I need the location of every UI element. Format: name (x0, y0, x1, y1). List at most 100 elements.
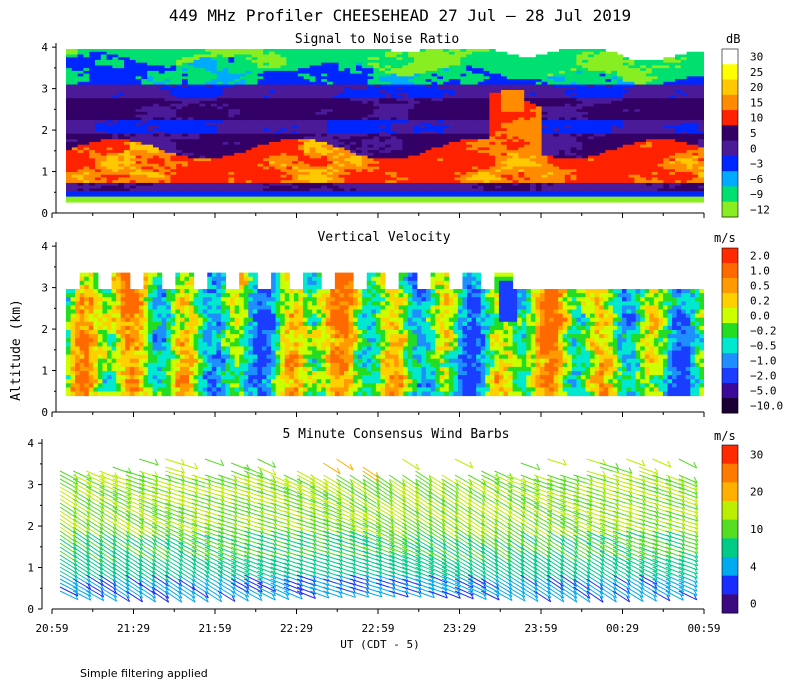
snr-cell (466, 103, 473, 107)
snr-cell (321, 70, 328, 75)
snr-cell (553, 120, 560, 124)
snr-cell (222, 152, 229, 157)
snr-cell (570, 59, 577, 64)
snr-cell (124, 141, 131, 146)
snr-cell (147, 54, 154, 58)
snr-cell (559, 191, 566, 195)
snr-cell (292, 128, 299, 132)
snr-cell (234, 139, 241, 143)
snr-cell (356, 180, 363, 184)
snr-cell (106, 76, 113, 80)
snr-cell (274, 62, 282, 66)
snr-cell (414, 117, 421, 121)
snr-cell (443, 92, 450, 96)
snr-cell (460, 122, 467, 127)
snr-cell (100, 147, 108, 151)
snr-cell (553, 87, 560, 91)
snr-cell (280, 70, 287, 75)
snr-cell (489, 51, 496, 55)
snr-cell (176, 68, 183, 72)
snr-cell (344, 161, 351, 165)
snr-cell (141, 70, 148, 75)
snr-cell (83, 103, 90, 107)
snr-cell (524, 70, 531, 75)
snr-cell (228, 174, 235, 178)
snr-cell (553, 106, 560, 110)
snr-cell (124, 144, 131, 148)
snr-cell (419, 191, 427, 195)
snr-cell (211, 161, 218, 165)
snr-cell (216, 147, 224, 151)
snr-cell (89, 125, 96, 129)
snr-cell (483, 133, 490, 137)
snr-cell (205, 177, 212, 181)
snr-cell (205, 87, 212, 91)
snr-cell (106, 136, 113, 140)
snr-cell (501, 106, 508, 110)
snr-cell (158, 70, 166, 75)
snr-cell (431, 180, 438, 184)
snr-cell (124, 125, 131, 129)
snr-cell (222, 95, 229, 99)
snr-cell (501, 114, 508, 118)
snr-cell (367, 161, 374, 165)
snr-cell (506, 133, 514, 137)
snr-cell (402, 199, 409, 203)
snr-cell (570, 152, 577, 157)
snr-cell (454, 70, 461, 75)
snr-cell (443, 139, 450, 143)
snr-cell (309, 174, 316, 178)
snr-cell (141, 92, 148, 96)
snr-cell (240, 103, 247, 107)
snr-cell (303, 163, 311, 168)
snr-cell (541, 182, 548, 187)
snr-cell (222, 62, 229, 66)
snr-cell (367, 70, 374, 75)
snr-cell (274, 158, 282, 162)
snr-cell (71, 172, 79, 176)
snr-cell (83, 106, 90, 110)
snr-cell (495, 155, 502, 159)
snr-cell (234, 106, 241, 110)
snr-cell (535, 79, 543, 83)
snr-cell (228, 122, 235, 127)
snr-cell (292, 109, 299, 113)
snr-cell (379, 122, 386, 127)
snr-cell (425, 76, 432, 80)
snr-cell (95, 193, 102, 198)
snr-cell (100, 196, 108, 200)
snr-cell (245, 128, 253, 132)
snr-cell (518, 103, 525, 107)
snr-cell (222, 191, 229, 195)
snr-cell (129, 150, 137, 154)
snr-cell (564, 70, 572, 75)
snr-cell (541, 193, 548, 198)
snr-cell (245, 188, 253, 192)
snr-cell (77, 199, 84, 203)
snr-cell (431, 166, 438, 170)
snr-cell (390, 103, 398, 107)
snr-cell (95, 106, 102, 110)
snr-cell (396, 103, 403, 107)
snr-cell (547, 98, 554, 102)
snr-cell (582, 111, 589, 116)
snr-cell (274, 182, 282, 187)
snr-cell (483, 68, 490, 72)
snr-cell (222, 196, 229, 200)
snr-cell (321, 144, 328, 148)
snr-cell (216, 152, 224, 157)
snr-cell (576, 144, 583, 148)
snr-cell (129, 103, 137, 107)
snr-cell (327, 185, 334, 189)
snr-cell (77, 128, 84, 132)
snr-cell (71, 166, 79, 170)
snr-cell (211, 172, 218, 176)
snr-cell (240, 76, 247, 80)
snr-cell (553, 166, 560, 170)
snr-cell (135, 174, 142, 178)
snr-cell (315, 147, 322, 151)
snr-cell (472, 114, 479, 118)
snr-cell (269, 172, 276, 176)
snr-cell (309, 191, 316, 195)
snr-cell (501, 87, 508, 91)
